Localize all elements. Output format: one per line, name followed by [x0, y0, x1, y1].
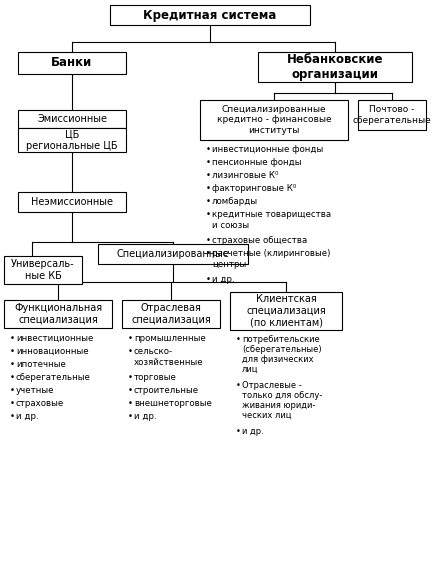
Text: •: •: [235, 335, 241, 344]
Text: потребительские: потребительские: [242, 335, 320, 344]
Text: и др.: и др.: [212, 275, 235, 284]
Text: и др.: и др.: [134, 412, 157, 421]
FancyBboxPatch shape: [110, 5, 310, 25]
Text: •: •: [235, 428, 241, 436]
Text: •: •: [127, 373, 133, 382]
Text: •: •: [127, 334, 133, 343]
FancyBboxPatch shape: [200, 100, 348, 140]
Text: •: •: [10, 373, 15, 382]
Text: •: •: [206, 145, 210, 154]
Text: •: •: [10, 412, 15, 421]
Text: факторинговые К⁰: факторинговые К⁰: [212, 184, 296, 193]
Text: •: •: [10, 399, 15, 408]
Text: •: •: [206, 171, 210, 180]
Text: инвестиционные фонды: инвестиционные фонды: [212, 145, 323, 154]
Text: Небанковские
организации: Небанковские организации: [287, 53, 383, 81]
FancyBboxPatch shape: [18, 110, 126, 128]
Text: •: •: [206, 184, 210, 193]
Text: •: •: [10, 360, 15, 369]
Text: сберегательные: сберегательные: [16, 373, 91, 382]
Text: страховые общества: страховые общества: [212, 236, 307, 245]
FancyBboxPatch shape: [258, 52, 412, 82]
Text: Клиентская
специализация
(по клиентам): Клиентская специализация (по клиентам): [246, 294, 326, 328]
Text: ломбарды: ломбарды: [212, 197, 258, 206]
Text: •: •: [127, 386, 133, 395]
Text: •: •: [206, 275, 210, 284]
Text: ЦБ
региональные ЦБ: ЦБ региональные ЦБ: [26, 129, 118, 151]
Text: Эмиссионные: Эмиссионные: [37, 114, 107, 124]
Text: Банки: Банки: [51, 56, 92, 69]
Text: строительные: строительные: [134, 386, 199, 395]
Text: Кредитная система: Кредитная система: [143, 8, 276, 21]
FancyBboxPatch shape: [230, 292, 342, 330]
Text: промышленные: промышленные: [134, 334, 206, 343]
Text: •: •: [206, 236, 210, 245]
Text: инвестиционные: инвестиционные: [16, 334, 93, 343]
Text: учетные: учетные: [16, 386, 54, 395]
Text: •: •: [127, 347, 133, 356]
Text: •: •: [10, 334, 15, 343]
FancyBboxPatch shape: [4, 300, 112, 328]
Text: и др.: и др.: [16, 412, 38, 421]
Text: расчетные (клиринговые): расчетные (клиринговые): [212, 249, 330, 258]
FancyBboxPatch shape: [358, 100, 426, 130]
Text: ипотечные: ипотечные: [16, 360, 66, 369]
Text: •: •: [206, 158, 210, 167]
Text: торговые: торговые: [134, 373, 177, 382]
Text: и др.: и др.: [242, 428, 264, 436]
Text: ческих лиц: ческих лиц: [242, 411, 292, 420]
FancyBboxPatch shape: [98, 244, 248, 264]
Text: Специализированные: Специализированные: [117, 249, 229, 259]
FancyBboxPatch shape: [18, 192, 126, 212]
Text: кредитные товарищества: кредитные товарищества: [212, 210, 331, 219]
Text: •: •: [206, 197, 210, 206]
Text: живания юриди-: живания юриди-: [242, 401, 315, 410]
Text: Неэмиссионные: Неэмиссионные: [31, 197, 113, 207]
Text: Почтово -
сберегательные: Почтово - сберегательные: [353, 105, 432, 125]
FancyBboxPatch shape: [122, 300, 220, 328]
Text: •: •: [206, 210, 210, 219]
Text: лизинговые К⁰: лизинговые К⁰: [212, 171, 279, 180]
Text: •: •: [235, 381, 241, 390]
Text: Функциональная
специализация: Функциональная специализация: [14, 303, 102, 325]
FancyBboxPatch shape: [18, 52, 126, 74]
Text: Отраслевые -: Отраслевые -: [242, 381, 302, 390]
Text: только для обслу-: только для обслу-: [242, 391, 322, 400]
Text: •: •: [127, 399, 133, 408]
Text: •: •: [10, 347, 15, 356]
Text: для физических: для физических: [242, 355, 314, 364]
FancyBboxPatch shape: [4, 256, 82, 284]
Text: (сберегательные): (сберегательные): [242, 345, 322, 354]
Text: лиц: лиц: [242, 364, 258, 373]
FancyBboxPatch shape: [18, 128, 126, 152]
Text: Специализированные
кредитно - финансовые
институты: Специализированные кредитно - финансовые…: [217, 105, 331, 135]
Text: хозяйственные: хозяйственные: [134, 358, 203, 367]
Text: сельско-: сельско-: [134, 347, 173, 356]
Text: •: •: [10, 386, 15, 395]
Text: •: •: [206, 249, 210, 258]
Text: •: •: [127, 412, 133, 421]
Text: центры: центры: [212, 260, 246, 269]
Text: и союзы: и союзы: [212, 221, 249, 230]
Text: Отраслевая
специализация: Отраслевая специализация: [131, 303, 211, 325]
Text: инновационные: инновационные: [16, 347, 89, 356]
Text: пенсионные фонды: пенсионные фонды: [212, 158, 302, 167]
Text: Универсаль-
ные КБ: Универсаль- ные КБ: [11, 259, 75, 281]
Text: внешнеторговые: внешнеторговые: [134, 399, 212, 408]
Text: страховые: страховые: [16, 399, 64, 408]
